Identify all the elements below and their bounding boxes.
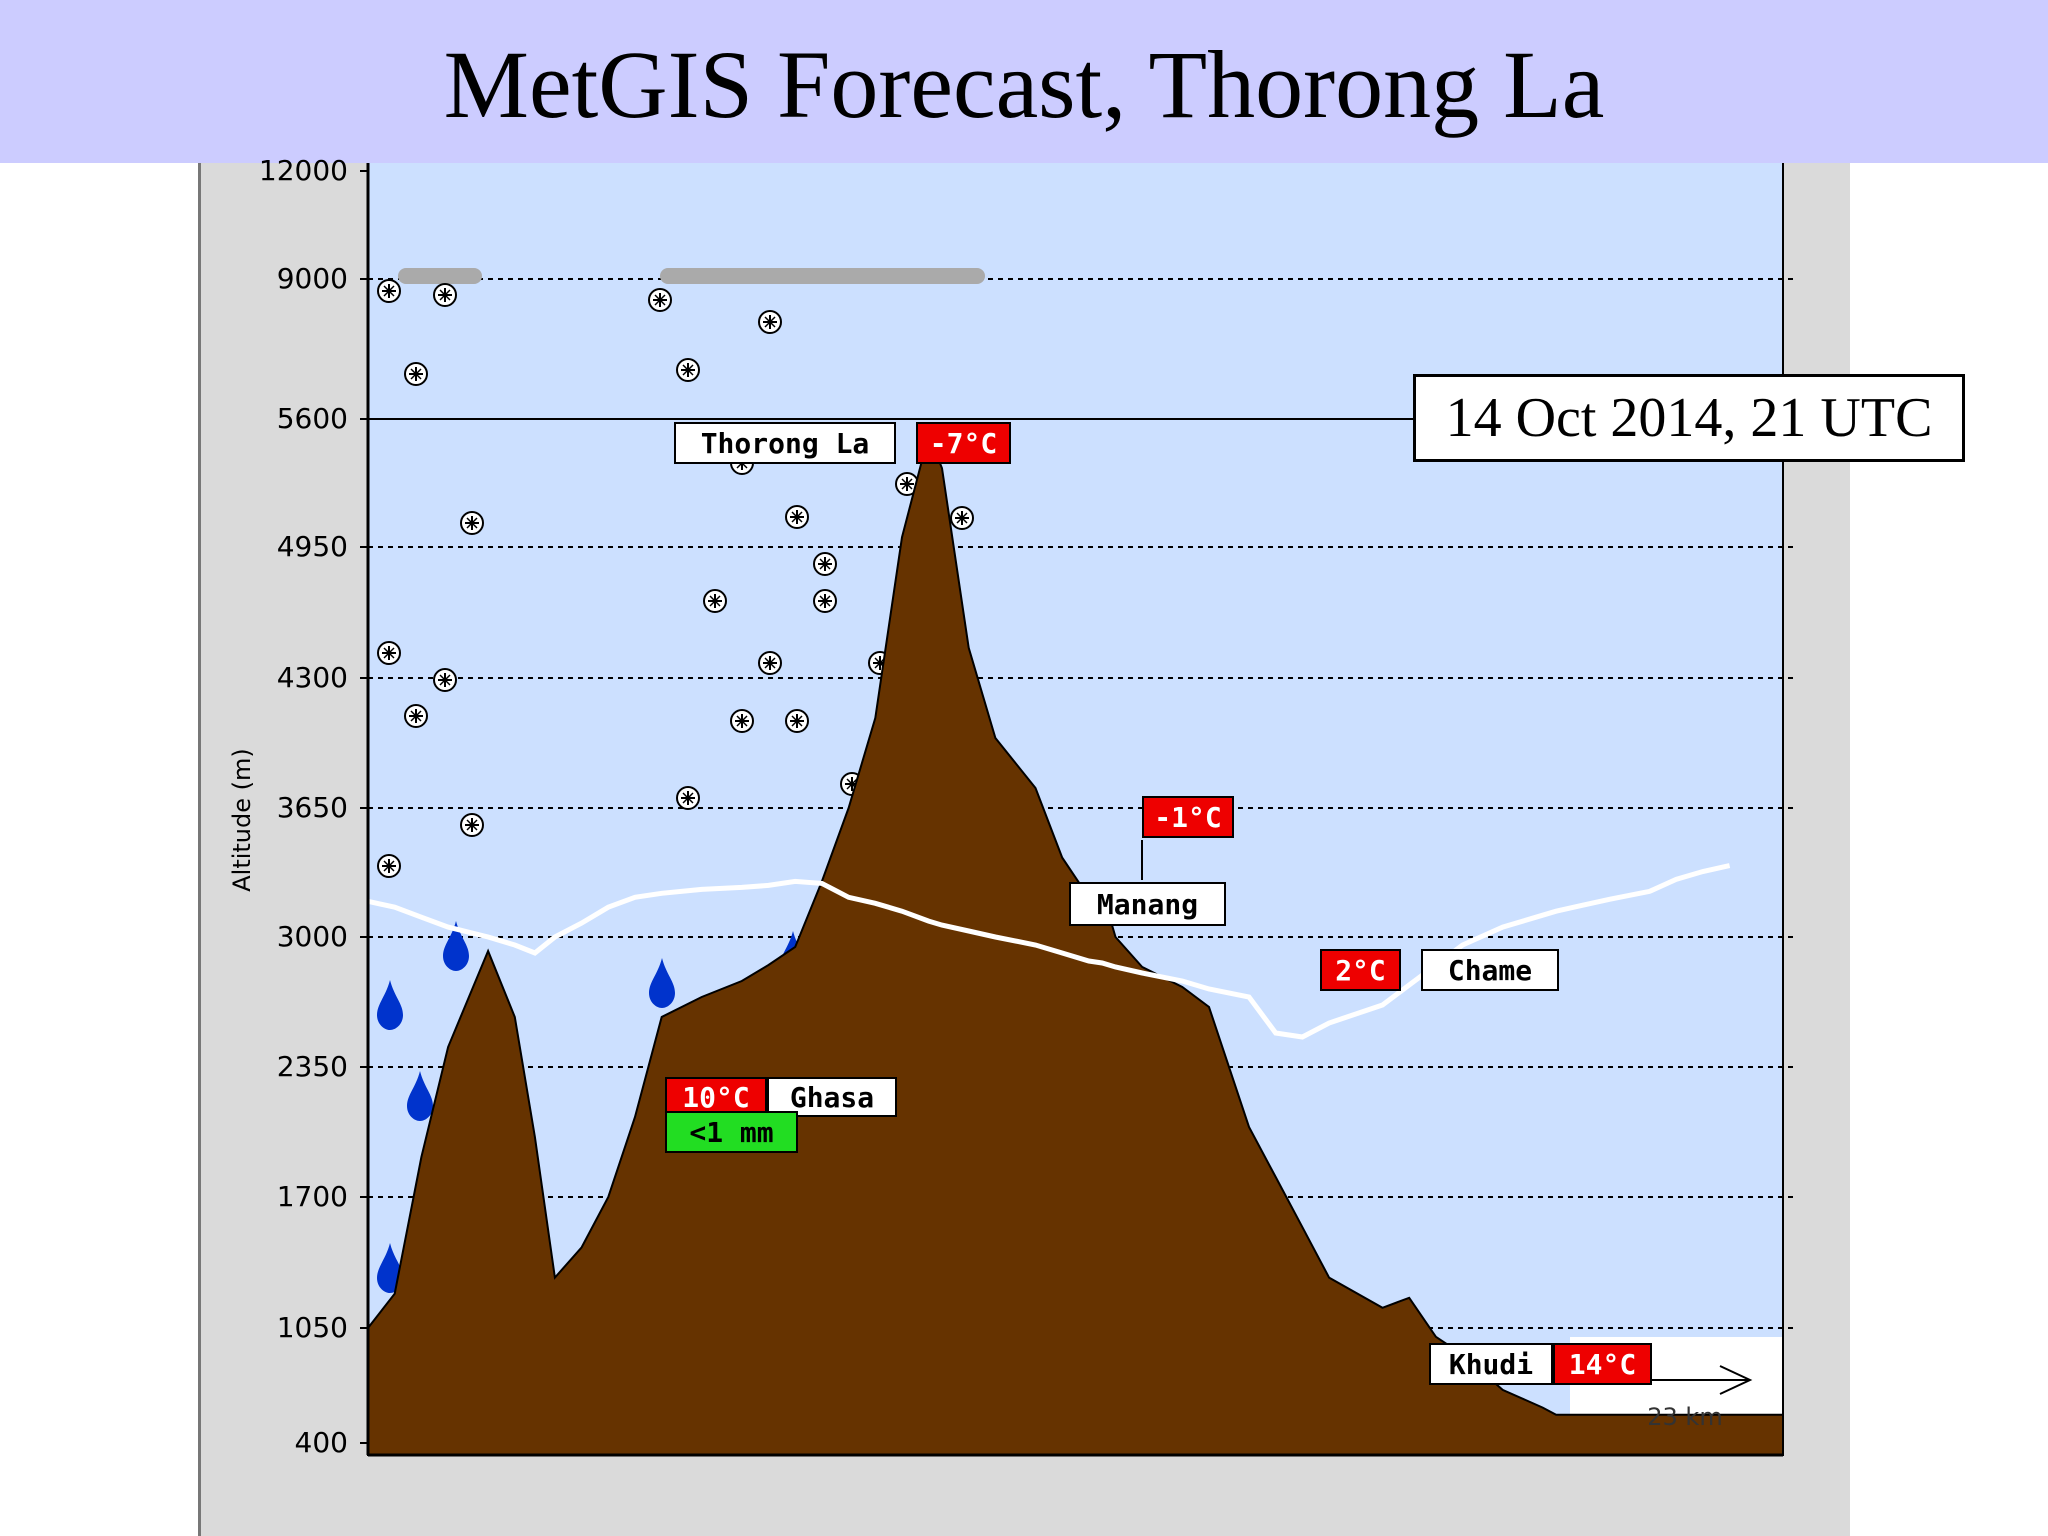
- y-tick-label: 3650: [277, 791, 348, 824]
- chart-label-text: <1 mm: [689, 1116, 773, 1149]
- chart-label: -7°C: [916, 422, 1011, 464]
- chart-label: Ghasa: [767, 1077, 897, 1117]
- chart-label-text: Chame: [1448, 954, 1532, 987]
- chart-label: <1 mm: [665, 1111, 798, 1153]
- snowflake-icon: [433, 668, 457, 692]
- chart-label-text: Ghasa: [790, 1081, 874, 1114]
- snowflake-icon: [377, 854, 401, 878]
- rain-drop-icon: [407, 1071, 433, 1121]
- snowflake-icon: [813, 552, 837, 576]
- snowflake-icon: [404, 704, 428, 728]
- chart-label: Thorong La: [674, 422, 896, 464]
- rain-drop-icon: [443, 921, 469, 971]
- chart-label-text: 2°C: [1335, 954, 1386, 987]
- chart-label-text: 10°C: [682, 1081, 749, 1114]
- snowflake-icon: [950, 506, 974, 530]
- scale-bar-label: 23 km: [1647, 1403, 1722, 1431]
- scale-bar-arrowhead: [1719, 1365, 1753, 1395]
- slide-title: MetGIS Forecast, Thorong La: [443, 31, 1605, 138]
- chart-label-text: -7°C: [930, 427, 997, 460]
- panel-border: [198, 163, 201, 1536]
- snowflake-icon: [676, 358, 700, 382]
- y-tick-label: 3000: [277, 920, 348, 953]
- scale-bar: 23 km: [1647, 1365, 1753, 1431]
- snowflake-icon: [377, 641, 401, 665]
- snowflake-icon: [460, 813, 484, 837]
- y-tick-label: 1700: [277, 1180, 348, 1213]
- snowflake-icon: [404, 362, 428, 386]
- y-tick-label: 400: [295, 1426, 348, 1459]
- chart-label: 2°C: [1320, 949, 1401, 991]
- chart-label: Manang: [1069, 882, 1226, 926]
- snowflake-icon: [758, 310, 782, 334]
- snowflake-icon: [460, 511, 484, 535]
- rain-drop-icon: [649, 958, 675, 1008]
- snowflake-icon: [730, 709, 754, 733]
- snowflake-icon: [703, 589, 727, 613]
- chart-label: 10°C: [665, 1077, 767, 1117]
- timestamp-label: 14 Oct 2014, 21 UTC: [1413, 374, 1965, 462]
- y-tick-label: 5600: [277, 402, 348, 435]
- snowflake-icon: [433, 283, 457, 307]
- cloud-band: [398, 268, 482, 284]
- freezing-level-line: [367, 863, 1731, 1040]
- chart-label: 14°C: [1553, 1343, 1652, 1385]
- cloud-band: [660, 268, 985, 284]
- title-band: [0, 0, 2048, 163]
- y-tick-label: 9000: [277, 262, 348, 295]
- snowflake-icon: [648, 288, 672, 312]
- terrain-area: [367, 431, 1784, 1456]
- y-tick-label: 4300: [277, 661, 348, 694]
- snowflake-icon: [676, 786, 700, 810]
- chart-label: Chame: [1421, 949, 1559, 991]
- snowflake-icon: [377, 279, 401, 303]
- y-tick-label: 12000: [259, 154, 348, 187]
- y-tick-label: 1050: [277, 1311, 348, 1344]
- chart-label-text: Manang: [1097, 888, 1198, 921]
- snowflake-icon: [758, 651, 782, 675]
- rain-drop-icon: [377, 980, 403, 1030]
- chart-label: -1°C: [1142, 796, 1234, 838]
- chart-label-text: -1°C: [1154, 801, 1221, 834]
- snowflake-icon: [785, 709, 809, 733]
- chart-label-text: 14°C: [1569, 1348, 1636, 1381]
- snowflake-icon: [785, 505, 809, 529]
- y-tick-label: 2350: [277, 1050, 348, 1083]
- chart-label-text: Thorong La: [701, 427, 870, 460]
- y-tick-label: 4950: [277, 530, 348, 563]
- chart-label: Khudi: [1429, 1343, 1553, 1385]
- snowflake-icon: [813, 589, 837, 613]
- chart-label-text: Khudi: [1449, 1348, 1533, 1381]
- y-axis-title: Altitude (m): [228, 748, 256, 892]
